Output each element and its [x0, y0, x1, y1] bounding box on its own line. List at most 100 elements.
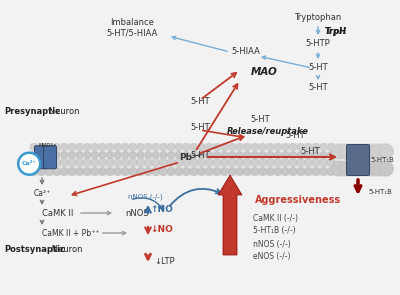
Circle shape [144, 158, 152, 166]
Text: Aggressiveness: Aggressiveness [255, 195, 341, 205]
Circle shape [160, 158, 167, 166]
Bar [30, 158, 335, 176]
Circle shape [274, 158, 282, 166]
Circle shape [243, 168, 251, 176]
Text: 5-HT: 5-HT [308, 63, 328, 73]
Circle shape [145, 143, 152, 150]
Circle shape [312, 151, 320, 158]
Text: eNOS (-/-): eNOS (-/-) [253, 253, 290, 261]
FancyBboxPatch shape [346, 145, 370, 176]
Text: CaMK II + Pb⁺⁺: CaMK II + Pb⁺⁺ [42, 229, 99, 237]
Circle shape [152, 158, 160, 166]
Circle shape [220, 168, 228, 176]
Circle shape [106, 168, 114, 176]
Circle shape [68, 158, 76, 166]
Circle shape [228, 158, 236, 166]
Bar [30, 143, 335, 159]
Circle shape [106, 158, 114, 166]
Circle shape [83, 168, 91, 176]
Circle shape [129, 158, 137, 166]
Circle shape [320, 168, 328, 176]
Circle shape [274, 143, 281, 150]
Circle shape [45, 168, 53, 176]
Circle shape [46, 143, 52, 150]
Circle shape [320, 143, 327, 150]
Circle shape [198, 143, 205, 150]
Text: Imbalance
5-HT/5-HIAA: Imbalance 5-HT/5-HIAA [106, 18, 158, 38]
Circle shape [243, 158, 251, 166]
Circle shape [266, 168, 274, 176]
Circle shape [45, 158, 53, 166]
Circle shape [305, 143, 312, 150]
Text: nNOS (-/-): nNOS (-/-) [128, 194, 162, 200]
Circle shape [91, 158, 99, 166]
Circle shape [236, 168, 244, 176]
Circle shape [221, 143, 228, 150]
Circle shape [274, 168, 282, 176]
Circle shape [145, 151, 152, 158]
Circle shape [251, 168, 259, 176]
Circle shape [122, 143, 129, 150]
FancyArrow shape [218, 175, 242, 255]
Circle shape [175, 158, 183, 166]
Circle shape [130, 143, 136, 150]
Circle shape [213, 143, 220, 150]
Text: CaMK II: CaMK II [42, 209, 73, 217]
FancyBboxPatch shape [44, 146, 56, 169]
Circle shape [152, 151, 159, 158]
Text: 5-HTP: 5-HTP [306, 40, 330, 48]
Text: CaMK II (-/-): CaMK II (-/-) [253, 214, 298, 222]
Circle shape [61, 143, 68, 150]
Circle shape [114, 151, 121, 158]
Text: Neuron: Neuron [46, 106, 80, 116]
Text: NMDAr: NMDAr [39, 143, 57, 148]
Circle shape [297, 158, 305, 166]
Circle shape [206, 143, 213, 150]
Text: 5-HT₁B: 5-HT₁B [368, 189, 392, 195]
Circle shape [53, 143, 60, 150]
Circle shape [347, 161, 362, 176]
Circle shape [259, 151, 266, 158]
Circle shape [106, 143, 114, 150]
Circle shape [251, 158, 259, 166]
Circle shape [38, 168, 45, 176]
Circle shape [182, 158, 190, 166]
Circle shape [183, 151, 190, 158]
Circle shape [220, 158, 228, 166]
Circle shape [290, 151, 296, 158]
Circle shape [327, 168, 335, 176]
Circle shape [355, 161, 370, 176]
Circle shape [289, 168, 297, 176]
Circle shape [60, 158, 68, 166]
Circle shape [91, 143, 98, 150]
Circle shape [320, 151, 327, 158]
Circle shape [167, 168, 175, 176]
Circle shape [332, 161, 346, 176]
Circle shape [228, 143, 236, 150]
Circle shape [91, 168, 99, 176]
Circle shape [190, 168, 198, 176]
Circle shape [206, 151, 213, 158]
Circle shape [152, 143, 159, 150]
Text: MAO: MAO [250, 67, 278, 77]
Circle shape [297, 151, 304, 158]
Circle shape [244, 143, 251, 150]
Circle shape [98, 168, 106, 176]
Circle shape [339, 161, 354, 176]
Circle shape [91, 151, 98, 158]
Circle shape [38, 158, 45, 166]
Circle shape [259, 158, 266, 166]
Circle shape [46, 151, 52, 158]
Circle shape [363, 161, 378, 176]
Circle shape [328, 151, 335, 158]
Text: nNOS: nNOS [125, 209, 149, 217]
Text: Postsynaptic: Postsynaptic [4, 245, 65, 255]
Circle shape [205, 168, 213, 176]
Circle shape [137, 143, 144, 150]
Circle shape [378, 144, 394, 159]
Circle shape [175, 151, 182, 158]
Circle shape [312, 168, 320, 176]
Circle shape [198, 158, 206, 166]
Circle shape [282, 168, 289, 176]
Circle shape [205, 158, 213, 166]
